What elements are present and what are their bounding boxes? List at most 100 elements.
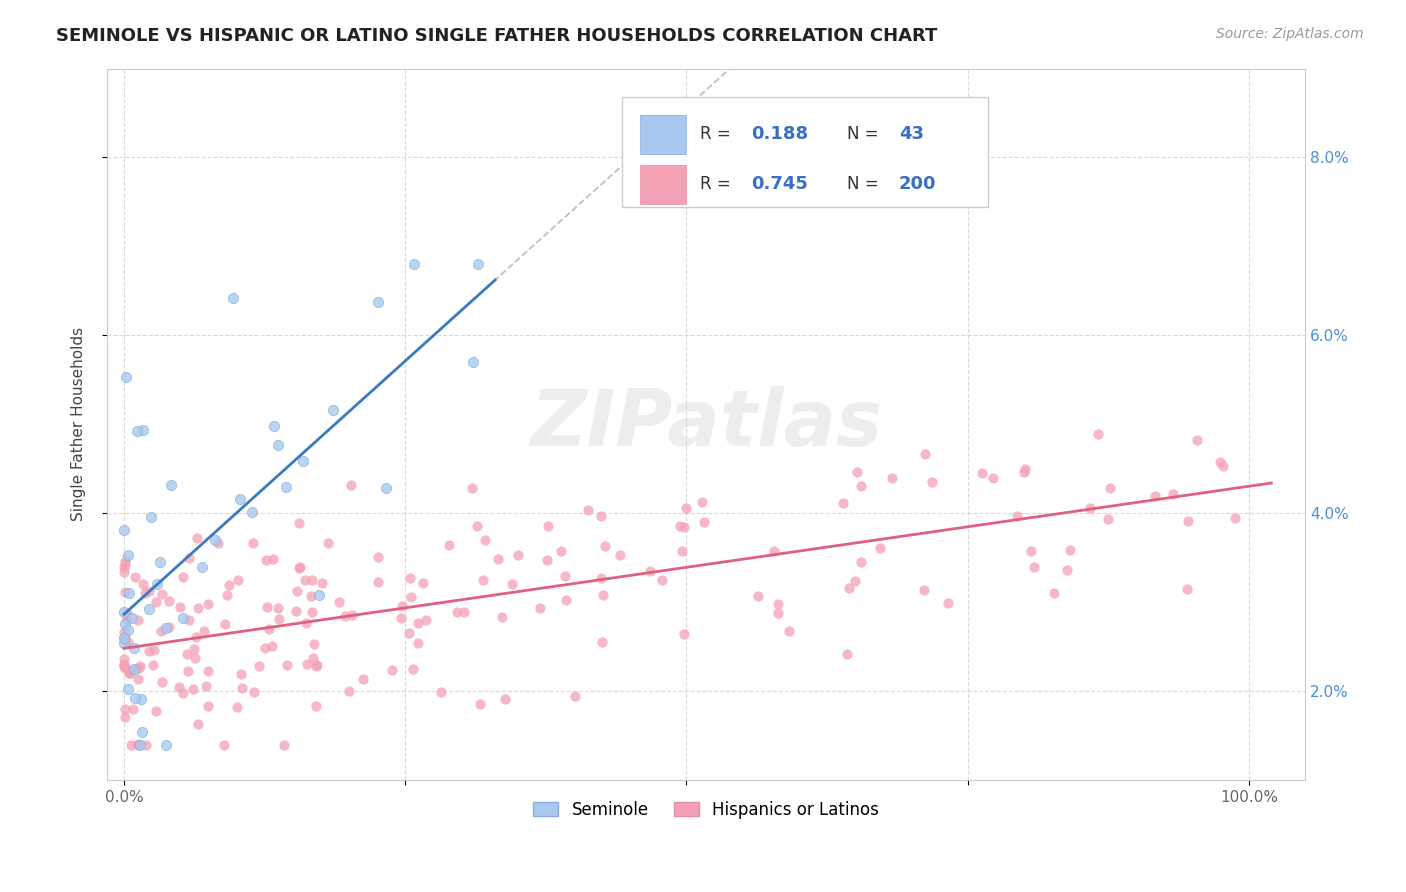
Point [412, 575, 434, 590]
Point [207, 536, 229, 550]
Point [981, 470, 1004, 484]
Text: ZIPatlas: ZIPatlas [530, 386, 882, 462]
Point [1223, 511, 1246, 525]
Point [468, 697, 491, 711]
Point [766, 597, 789, 611]
Text: N =: N = [848, 175, 884, 194]
Text: R =: R = [700, 125, 737, 143]
Point [117, 635, 139, 649]
Point [690, 494, 713, 508]
Point [305, 659, 328, 673]
Point [114, 554, 136, 568]
Point [1212, 458, 1234, 473]
Point [135, 738, 157, 752]
Point [337, 684, 360, 698]
Point [880, 470, 903, 484]
Point [134, 586, 156, 600]
Point [671, 543, 693, 558]
Point [506, 548, 529, 562]
Point [138, 644, 160, 658]
Point [129, 738, 152, 752]
Point [132, 577, 155, 591]
Point [132, 423, 155, 437]
Point [124, 663, 146, 677]
Point [294, 573, 316, 587]
Point [288, 560, 311, 574]
Point [308, 588, 330, 602]
Text: 200: 200 [898, 175, 936, 194]
Point [204, 533, 226, 547]
Point [118, 664, 141, 678]
Point [120, 738, 142, 752]
Point [112, 658, 135, 673]
Point [1185, 434, 1208, 448]
Point [253, 640, 276, 655]
Legend: Seminole, Hispanics or Latinos: Seminole, Hispanics or Latinos [527, 794, 886, 825]
Point [115, 607, 138, 621]
Point [1097, 511, 1119, 525]
Point [222, 291, 245, 305]
Point [229, 492, 252, 507]
Point [226, 573, 249, 587]
Point [936, 596, 959, 610]
Point [145, 595, 167, 609]
Point [149, 624, 172, 639]
Point [145, 704, 167, 718]
Point [114, 631, 136, 645]
Point [225, 700, 247, 714]
Point [295, 657, 318, 672]
Point [1059, 542, 1081, 557]
Point [150, 587, 173, 601]
Point [124, 662, 146, 676]
Point [437, 539, 460, 553]
Point [273, 738, 295, 752]
Point [127, 613, 149, 627]
Point [179, 550, 201, 565]
Point [256, 599, 278, 614]
Point [114, 370, 136, 384]
Point [121, 702, 143, 716]
Point [367, 574, 389, 589]
Point [555, 592, 578, 607]
Point [118, 666, 141, 681]
Point [231, 667, 253, 681]
Point [491, 610, 513, 624]
Point [115, 612, 138, 626]
Point [155, 738, 177, 752]
Point [142, 643, 165, 657]
Point [406, 636, 429, 650]
Point [243, 684, 266, 698]
Point [1014, 462, 1036, 476]
Point [138, 584, 160, 599]
Point [838, 581, 860, 595]
Point [912, 582, 935, 597]
Point [304, 698, 326, 713]
Point [1208, 454, 1230, 468]
Point [591, 635, 613, 649]
Point [1056, 563, 1078, 577]
Point [461, 481, 484, 495]
Point [399, 571, 422, 585]
Point [352, 672, 374, 686]
Point [301, 573, 323, 587]
Point [391, 599, 413, 614]
Point [305, 657, 328, 672]
Point [112, 523, 135, 537]
Point [335, 608, 357, 623]
Point [114, 584, 136, 599]
Point [591, 571, 613, 585]
Point [845, 466, 868, 480]
Point [849, 479, 872, 493]
Point [112, 625, 135, 640]
Point [179, 613, 201, 627]
Point [112, 565, 135, 579]
Point [184, 651, 207, 665]
Point [112, 659, 135, 673]
Point [117, 623, 139, 637]
Point [778, 624, 800, 638]
Point [187, 600, 209, 615]
Point [172, 685, 194, 699]
Point [1024, 559, 1046, 574]
Text: 43: 43 [898, 125, 924, 143]
Point [269, 612, 291, 626]
